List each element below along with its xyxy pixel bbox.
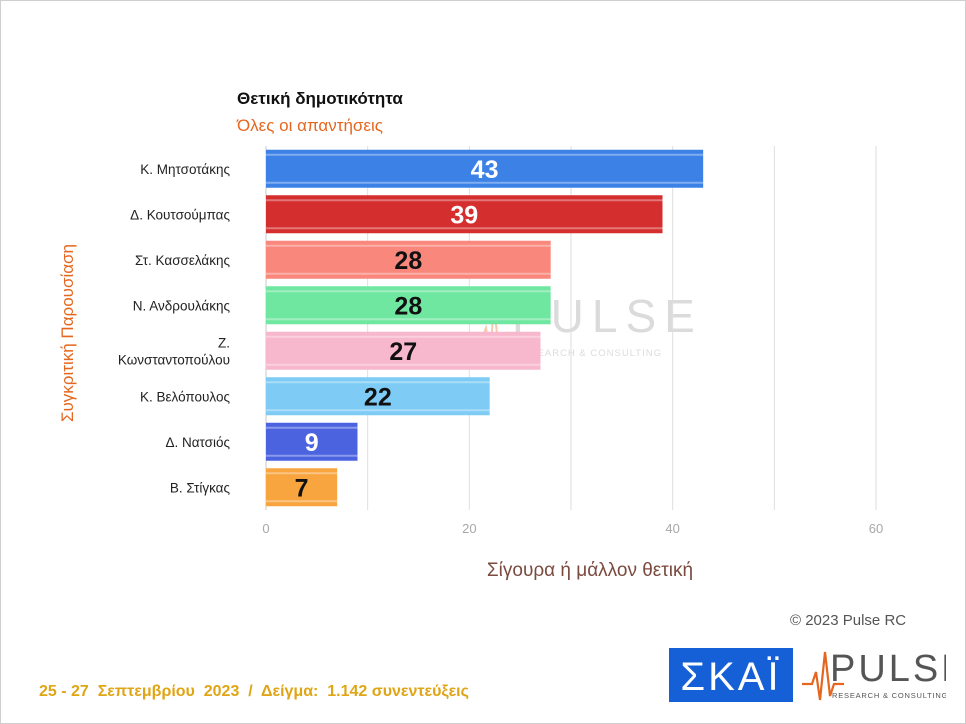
skai-logo-icon: ΣΚΑΪ	[680, 655, 781, 699]
bar-value-label: 28	[394, 292, 422, 320]
category-label: Β. Στίγκας	[170, 480, 231, 495]
bar-highlight	[266, 290, 551, 293]
bar-value-label: 22	[364, 383, 392, 411]
skai-logo: ΣΚΑΪ	[669, 648, 793, 702]
watermark-tagline: RESEARCH & CONSULTING	[515, 348, 662, 359]
copyright-text: © 2023 Pulse RC	[790, 612, 907, 629]
bar-highlight	[266, 335, 541, 338]
bar-value-label: 43	[471, 156, 499, 184]
category-label: Ν. Ανδρουλάκης	[133, 298, 231, 313]
chart-title: Θετική δημοτικότητα	[237, 89, 403, 108]
bar-value-label: 28	[394, 247, 422, 275]
category-label: Στ. Κασσελάκης	[135, 253, 230, 268]
skai-logo-text: ΣΚΑΪ	[680, 655, 781, 699]
bar-highlight	[266, 181, 704, 184]
category-label: Κ. Μητσοτάκης	[140, 162, 230, 177]
pulse-logo: PULSE RESEARCH & CONSULTING	[800, 644, 966, 704]
x-tick-label: 0	[262, 521, 269, 536]
bar-value-label: 27	[389, 338, 417, 366]
x-tick-label: 60	[869, 521, 883, 536]
bar-value-label: 39	[450, 201, 478, 229]
chart-subtitle: Όλες οι απαντήσεις	[237, 116, 383, 135]
category-label: Δ. Κουτσούμπας	[130, 207, 230, 222]
category-label: Κωνσταντοπούλου	[118, 352, 230, 367]
footer-survey-info: 25 - 27 Σεπτεμβρίου 2023 / Δείγμα: 1.142…	[39, 683, 469, 700]
bar-highlight	[266, 381, 490, 384]
category-label: Δ. Νατσιός	[165, 435, 230, 450]
category-label: Ζ.	[218, 335, 230, 350]
bar	[266, 286, 551, 325]
bar-value-label: 7	[295, 474, 309, 502]
x-tick-label: 40	[665, 521, 679, 536]
bar-highlight	[266, 272, 551, 275]
bar-highlight	[266, 363, 541, 366]
x-tick-label: 20	[462, 521, 476, 536]
bar-highlight	[266, 454, 358, 457]
pulse-logo-icon: PULSE RESEARCH & CONSULTING	[802, 648, 966, 701]
bar-value-label: 9	[305, 429, 319, 457]
pulse-logo-tagline: RESEARCH & CONSULTING	[832, 691, 946, 700]
bar-highlight	[266, 318, 551, 321]
bar	[266, 331, 541, 370]
bar	[266, 468, 338, 507]
x-axis-label: Σίγουρα ή μάλλον θετική	[486, 560, 694, 581]
bar	[266, 240, 551, 279]
bar-highlight	[266, 244, 551, 247]
bar-highlight	[266, 199, 663, 202]
bar-highlight	[266, 426, 358, 429]
bar-highlight	[266, 409, 490, 412]
pulse-logo-name: PULSE	[830, 648, 946, 690]
bar-highlight	[266, 227, 663, 230]
bar-highlight	[266, 500, 338, 503]
bar	[266, 377, 490, 416]
category-label: Κ. Βελόπουλος	[140, 389, 230, 404]
bar-highlight	[266, 153, 704, 156]
bar	[266, 195, 663, 234]
bar-highlight	[266, 472, 338, 475]
bar	[266, 422, 358, 461]
bar	[266, 149, 704, 188]
pulse-line-icon	[802, 651, 844, 701]
